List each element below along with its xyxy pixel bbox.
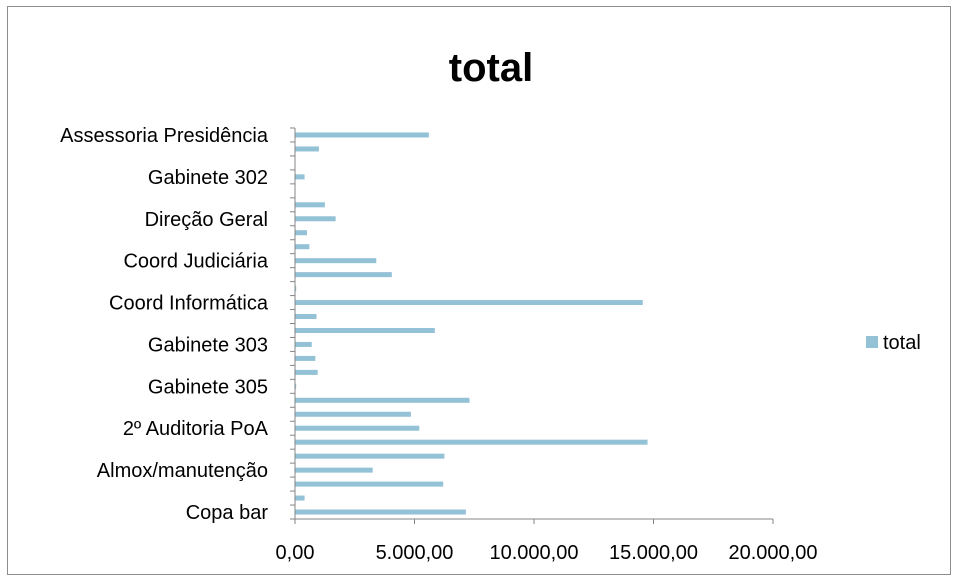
x-axis: 0,00 5.000,00 10.000,00 15.000,00 20.000,00 [276, 518, 818, 564]
bar [295, 327, 435, 333]
bar [295, 230, 307, 236]
bar [295, 481, 444, 487]
bar [295, 300, 643, 306]
bar [295, 202, 325, 208]
bar [295, 244, 310, 250]
bar [295, 439, 648, 445]
chart-title: total [449, 46, 533, 90]
category-label: Coord Judiciária [123, 251, 268, 273]
y-axis: Copa bar Almox/manutenção 2º Auditoria PoA… [60, 125, 296, 524]
bars-group [295, 132, 648, 515]
bar [295, 425, 420, 431]
bar [295, 509, 466, 515]
bar [295, 132, 429, 138]
legend-swatch [866, 336, 878, 348]
category-label: Gabinete 302 [148, 167, 268, 189]
bar [295, 341, 312, 347]
category-label: Assessoria Presidência [60, 125, 269, 147]
bar [295, 174, 305, 180]
bar [295, 453, 445, 459]
category-label: Copa bar [186, 502, 269, 524]
bar [295, 258, 377, 264]
category-label: Coord Informática [109, 293, 269, 315]
legend-label: total [883, 332, 921, 354]
category-label: Direção Geral [145, 209, 268, 231]
bar [295, 383, 297, 389]
bar [295, 146, 319, 152]
bar [295, 216, 336, 222]
category-label: Gabinete 305 [148, 376, 268, 398]
bar [295, 369, 318, 375]
x-tick-label: 20.000,00 [729, 542, 818, 564]
x-tick-label: 10.000,00 [490, 542, 579, 564]
category-label: Gabinete 303 [148, 334, 268, 356]
category-label: 2º Auditoria PoA [123, 418, 269, 440]
legend: total [866, 332, 921, 354]
bar-chart: total Copa bar Almox/manutenção 2º Auditor… [60, 46, 921, 564]
bar [295, 286, 297, 292]
x-tick-label: 5.000,00 [376, 542, 454, 564]
x-tick-label: 0,00 [276, 542, 315, 564]
chart-area: total Copa bar Almox/manutenção 2º Auditor… [7, 6, 951, 575]
x-tick-label: 15.000,00 [609, 542, 698, 564]
bar [295, 467, 373, 473]
bar [295, 411, 411, 417]
bar [295, 495, 305, 501]
bar [295, 314, 317, 320]
bar [295, 397, 470, 403]
category-label: Almox/manutenção [97, 460, 268, 482]
bar [295, 272, 392, 278]
bar [295, 355, 316, 361]
